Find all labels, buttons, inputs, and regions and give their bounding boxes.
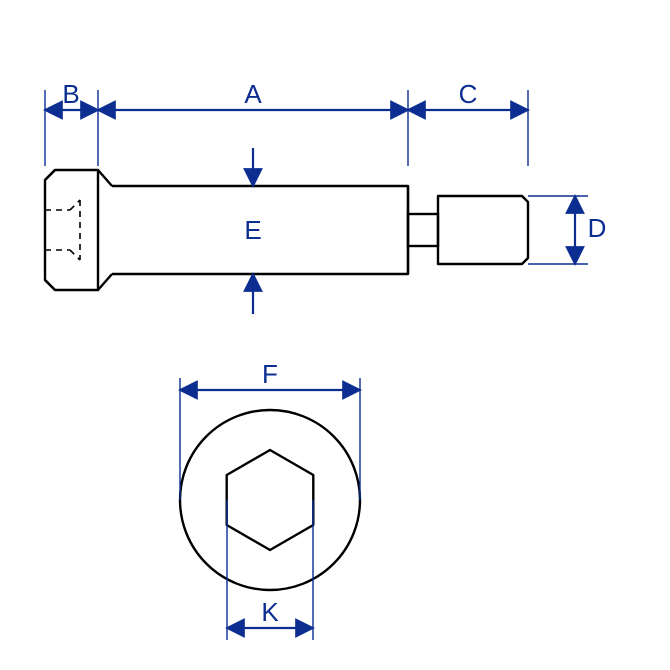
label-a: A (244, 79, 262, 109)
shoulder-screw-end-view (180, 410, 360, 590)
label-c: C (459, 79, 478, 109)
shoulder-screw-side-view (45, 170, 528, 290)
label-f: F (262, 359, 278, 389)
dimension-d (528, 196, 588, 264)
label-k: K (261, 597, 279, 627)
label-e: E (244, 215, 261, 245)
label-d: D (588, 213, 607, 243)
label-b: B (62, 79, 79, 109)
dimension-lines-top (45, 90, 528, 166)
